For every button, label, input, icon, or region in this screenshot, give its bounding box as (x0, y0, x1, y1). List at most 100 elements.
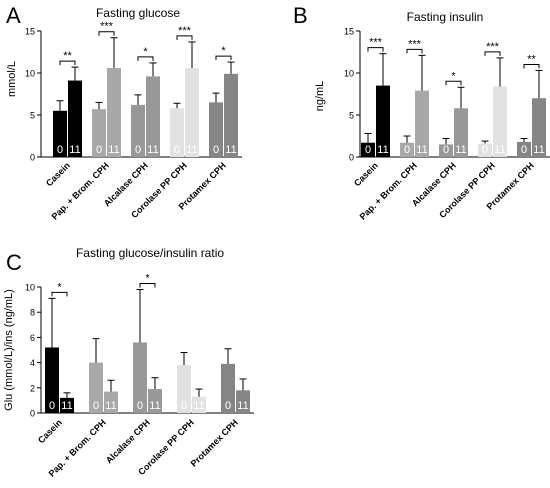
y-tick-label: 8 (30, 308, 35, 318)
bar-label: 0 (57, 144, 63, 156)
bar (415, 90, 429, 157)
bar-label: 0 (443, 144, 449, 156)
significance-label: *** (486, 41, 500, 53)
bar-label: 0 (135, 144, 141, 156)
bar (454, 108, 468, 157)
significance-bracket (139, 283, 156, 288)
y-tick-label: 0 (30, 409, 35, 419)
bar (185, 67, 199, 157)
category-label: Protamex CPH (189, 417, 240, 468)
bar-label: 0 (404, 144, 410, 156)
bar (148, 389, 162, 413)
significance-label: * (145, 273, 150, 285)
significance-label: * (451, 70, 456, 82)
significance-bracket (51, 291, 68, 297)
y-tick-label: 6 (30, 333, 35, 343)
bar-label: 0 (225, 400, 231, 412)
bar-label: 0 (49, 400, 55, 412)
bar (192, 396, 206, 413)
bar (224, 73, 238, 157)
bar-label: 11 (61, 400, 72, 412)
bar (400, 142, 414, 157)
bar (170, 108, 184, 157)
significance-bracket (406, 48, 423, 54)
significance-bracket (137, 56, 154, 61)
y-tick-label: 2 (30, 383, 35, 393)
bar-label: 11 (193, 400, 204, 412)
significance-label: * (143, 46, 148, 58)
bar (376, 85, 390, 157)
bar-label: 11 (533, 144, 544, 156)
bar (131, 104, 145, 157)
bar (439, 144, 453, 157)
bar-label: 11 (225, 144, 236, 156)
bar (107, 67, 121, 157)
significance-bracket (215, 55, 232, 61)
bar (92, 109, 106, 157)
y-axis-label: mmol/L (6, 61, 18, 97)
bar-label: 0 (174, 144, 180, 156)
bar-label: 11 (149, 400, 160, 412)
y-tick-label: 10 (25, 283, 35, 293)
y-tick-label: 10 (344, 69, 354, 79)
bar (45, 347, 59, 413)
y-tick-label: 5 (349, 111, 354, 121)
significance-label: * (57, 281, 62, 293)
bar-label: 0 (521, 144, 527, 156)
y-tick-label: 5 (30, 111, 35, 121)
bar (493, 86, 507, 157)
bar (146, 76, 160, 157)
significance-bracket (484, 51, 501, 56)
panel-fasting-insulin: B Fasting insulin ng/mL 0 5 10 15 0 11 *** Case… (293, 3, 550, 222)
bar (361, 142, 375, 157)
chart-title: Fasting glucose (96, 6, 180, 20)
bar (104, 391, 118, 413)
y-tick-label: 15 (344, 27, 354, 37)
significance-label: *** (100, 21, 114, 33)
category-label: Casein (36, 417, 64, 445)
bar (221, 363, 235, 413)
bar (68, 80, 82, 157)
bar-label: 0 (93, 400, 99, 412)
panel-letter: A (6, 3, 21, 28)
panel-letter: B (293, 3, 308, 28)
bar (133, 342, 147, 413)
bar (517, 141, 531, 157)
y-tick-label: 0 (30, 153, 35, 163)
significance-bracket (98, 31, 115, 36)
bar-label: 11 (237, 400, 248, 412)
bar-label: 11 (494, 144, 505, 156)
significance-bracket (523, 63, 540, 69)
category-label: Casein (44, 160, 72, 188)
bar-label: 11 (377, 144, 388, 156)
bar-label: 11 (69, 144, 80, 156)
y-tick-label: 4 (30, 358, 35, 368)
significance-label: *** (369, 37, 383, 49)
bar-label: 11 (108, 144, 119, 156)
chart-title: Fasting insulin (407, 10, 484, 24)
y-axis-label: Glu (mmol/L)/ins (ng/mL) (3, 289, 15, 411)
significance-bracket (445, 80, 462, 86)
bar-label: 0 (96, 144, 102, 156)
significance-label: *** (408, 38, 422, 50)
bar (478, 143, 492, 157)
bar-label: 11 (105, 400, 116, 412)
significance-label: * (221, 45, 226, 57)
bar (236, 390, 250, 413)
category-label: Alcalase CPH (104, 417, 152, 465)
panel-letter: C (6, 250, 22, 275)
category-label: Casein (352, 160, 380, 188)
bar-label: 0 (137, 400, 143, 412)
y-tick-label: 10 (25, 69, 35, 79)
bar-label: 11 (416, 144, 427, 156)
bar-label: 11 (186, 144, 197, 156)
bar-label: 11 (455, 144, 466, 156)
significance-bracket (59, 60, 76, 66)
significance-label: ** (63, 50, 72, 62)
y-axis-label: ng/mL (314, 81, 326, 112)
bar (177, 365, 191, 413)
y-tick-label: 15 (25, 27, 35, 37)
